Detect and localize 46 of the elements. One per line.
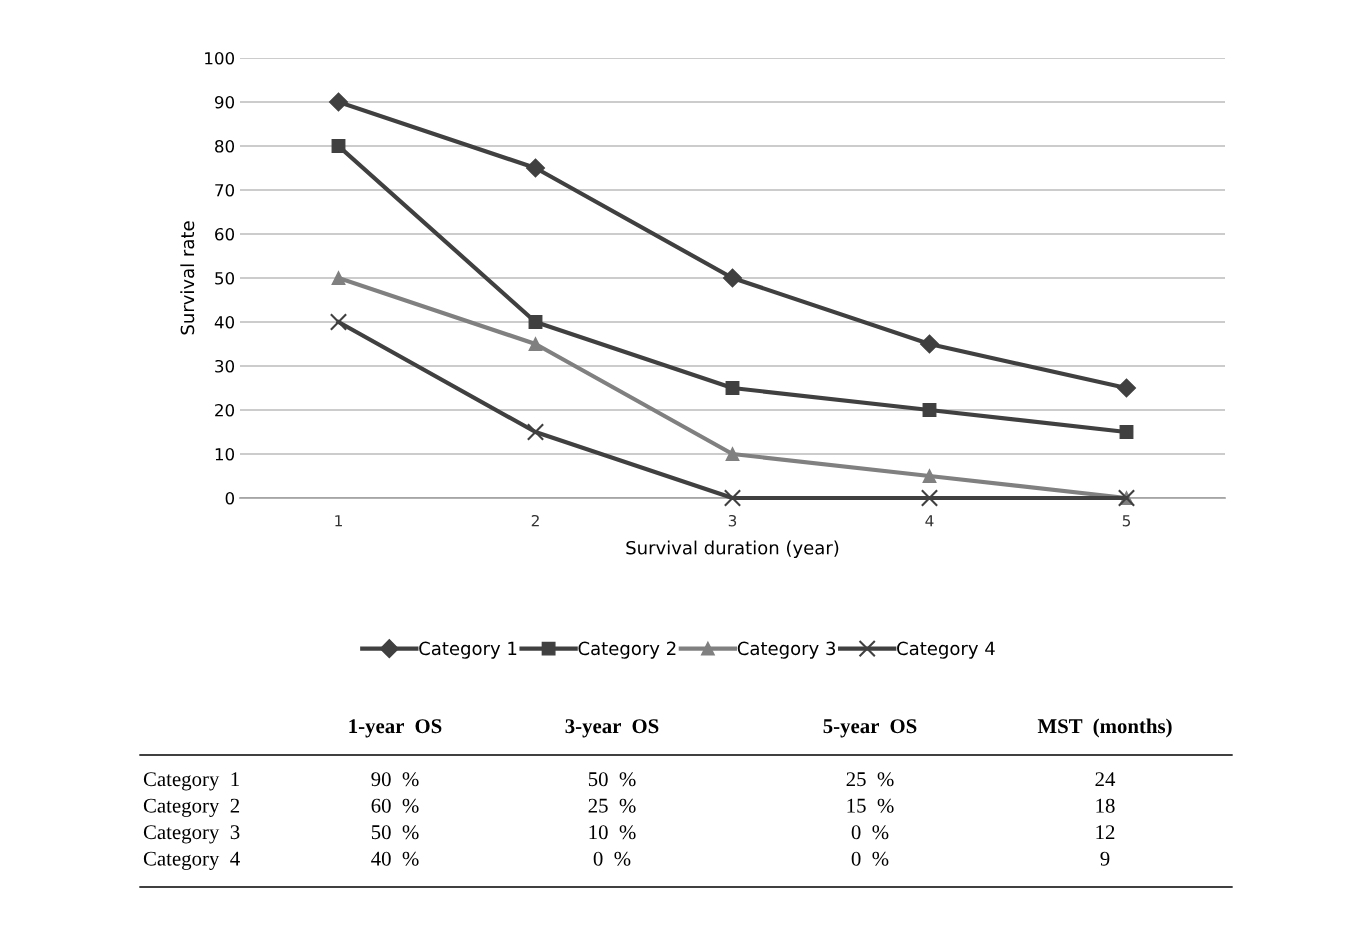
y-tick-label: 10 (215, 447, 235, 461)
category-label: 3-year OS (565, 719, 659, 738)
category-label: Category 2 (143, 798, 240, 817)
legend-label: Category 1 (419, 641, 517, 659)
y-tick-label: 20 (215, 403, 235, 417)
category-label: Category 3 (143, 825, 240, 844)
text: 0 % (593, 851, 631, 866)
text: 60 % (371, 798, 419, 813)
text: 40 % (371, 851, 419, 866)
y-tick-label: 90 (214, 95, 235, 109)
legend-label: Category 4 (897, 641, 995, 659)
text: 90 % (371, 772, 419, 787)
category-label: Category 4 (143, 851, 240, 870)
text: 50 % (371, 825, 419, 840)
y-tick-label: 30 (215, 359, 235, 373)
text: 25 % (846, 772, 894, 787)
text: 10 % (589, 825, 636, 840)
category-label: 1-year OS (349, 719, 442, 738)
x-axis-title: Survival duration (year) (626, 540, 839, 559)
x-tick-label: 5 (1122, 515, 1131, 527)
text: 15 % (847, 798, 894, 813)
y-axis-title: Survival rate (180, 221, 195, 335)
text: 0 % (851, 825, 889, 840)
legend-label: Category 3 (737, 641, 836, 659)
text: 0 % (851, 851, 889, 866)
text: 12 (1096, 825, 1115, 840)
y-tick-label: 40 (214, 315, 235, 329)
y-tick-label: 80 (215, 139, 235, 153)
category-label: 5-year OS (823, 719, 917, 738)
category-label: MST (months) (1037, 718, 1172, 738)
y-tick-label: 50 (215, 271, 235, 285)
text: 25 % (588, 798, 636, 813)
x-tick-label: 1 (335, 515, 342, 527)
y-tick-label: 70 (215, 183, 235, 197)
x-tick-label: 2 (531, 514, 539, 527)
x-tick-label: 3 (728, 514, 737, 527)
x-tick-label: 4 (925, 515, 934, 527)
y-tick-label: 0 (225, 491, 235, 505)
text: 18 (1096, 798, 1115, 813)
text: 24 (1095, 772, 1116, 787)
category-label: Category 1 (143, 772, 239, 791)
y-tick-label: 100 (205, 51, 235, 65)
text: 9 (1100, 851, 1110, 866)
text: 50 % (588, 772, 636, 787)
y-tick-label: 60 (215, 227, 235, 241)
legend-label: Category 2 (578, 641, 676, 659)
